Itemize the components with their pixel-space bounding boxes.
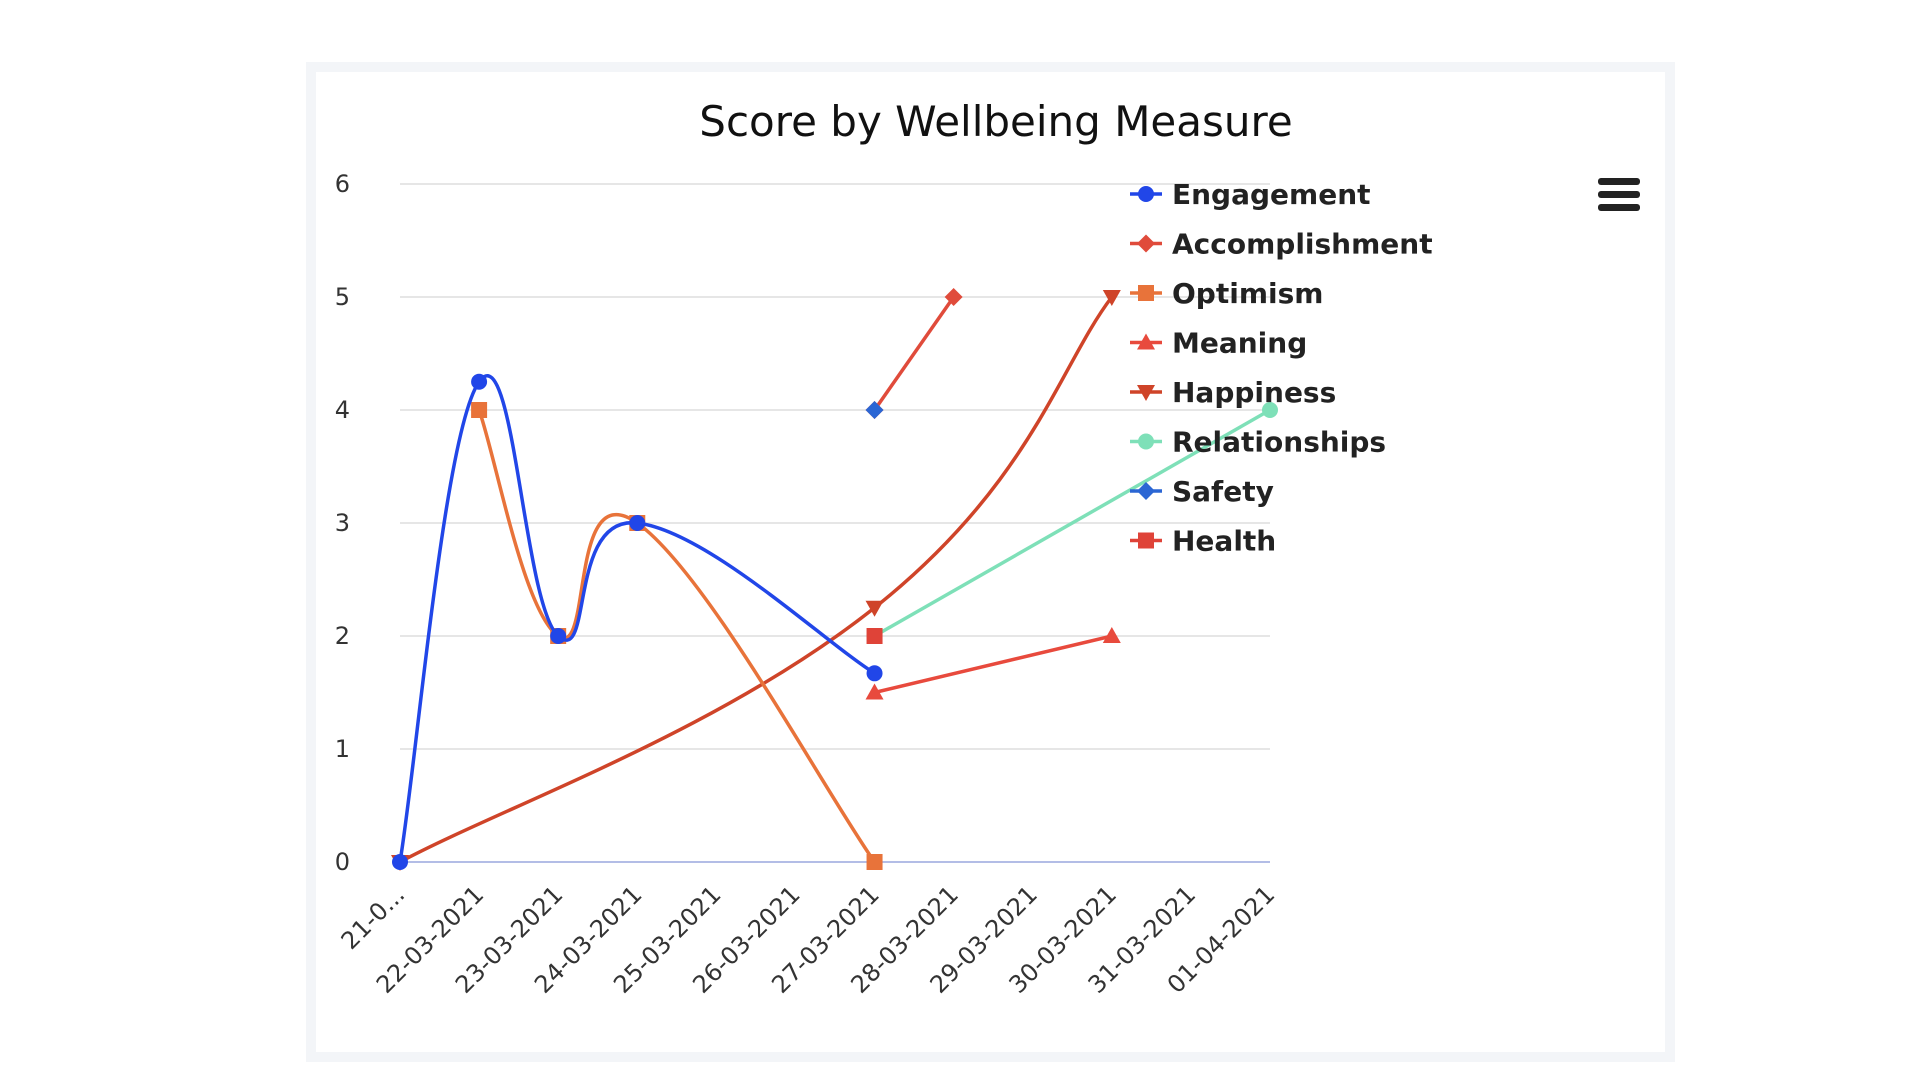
y-tick-label: 2 xyxy=(335,622,350,650)
legend-label: Optimism xyxy=(1172,277,1323,310)
point-engagement[interactable] xyxy=(629,515,646,531)
chart-frame: Score by Wellbeing Measure 0 1 2 3 4 5 6 21-0.… xyxy=(306,62,1675,1062)
legend-marker-safety[interactable] xyxy=(1137,482,1155,500)
point-meaning[interactable] xyxy=(865,683,884,700)
legend-item-accomplishment[interactable]: Accomplishment xyxy=(1130,228,1433,261)
legend-item-meaning[interactable]: Meaning xyxy=(1130,327,1307,360)
series-happiness xyxy=(391,290,1121,871)
legend-item-safety[interactable]: Safety xyxy=(1130,475,1274,508)
y-axis-ticks: 0 1 2 3 4 5 6 xyxy=(335,170,350,876)
point-accomplishment[interactable] xyxy=(944,288,963,306)
legend-label: Accomplishment xyxy=(1172,228,1433,261)
series-line-accomplishment[interactable] xyxy=(873,295,956,412)
legend-label: Health xyxy=(1172,525,1276,558)
y-tick-label: 1 xyxy=(335,735,350,763)
series-safety xyxy=(865,401,884,419)
point-optimism[interactable] xyxy=(471,402,488,418)
series-line-relationships[interactable] xyxy=(873,408,1271,638)
chart-title: Score by Wellbeing Measure xyxy=(699,97,1292,146)
series-line-engagement[interactable] xyxy=(398,374,876,863)
legend: Engagement Accomplishment Optimism Meaning H… xyxy=(1130,178,1433,558)
chart-menu-button[interactable] xyxy=(1598,176,1642,216)
grid-lines xyxy=(400,183,1270,863)
chart-card: Score by Wellbeing Measure 0 1 2 3 4 5 6 21-0.… xyxy=(316,72,1665,1052)
legend-label: Engagement xyxy=(1172,178,1371,211)
legend-label: Meaning xyxy=(1172,327,1307,360)
legend-item-health[interactable]: Health xyxy=(1130,525,1276,558)
x-axis-ticks: 21-0...22-03-202123-03-202124-03-202125-… xyxy=(336,880,1281,998)
point-engagement[interactable] xyxy=(866,665,883,682)
legend-label: Relationships xyxy=(1172,426,1386,459)
hamburger-menu-icon xyxy=(1598,176,1642,216)
series-line-meaning[interactable] xyxy=(874,634,1113,695)
legend-item-engagement[interactable]: Engagement xyxy=(1130,178,1371,211)
legend-marker-happiness[interactable] xyxy=(1137,385,1155,401)
y-tick-label: 3 xyxy=(335,509,350,537)
point-engagement[interactable] xyxy=(392,854,408,870)
y-tick-label: 4 xyxy=(335,396,350,424)
y-tick-label: 0 xyxy=(335,848,350,876)
x-tick-label: 21-0... xyxy=(336,880,411,955)
legend-label: Safety xyxy=(1172,475,1274,508)
legend-marker-optimism[interactable] xyxy=(1138,285,1154,301)
series-engagement xyxy=(392,373,883,870)
point-happiness[interactable] xyxy=(1102,290,1121,306)
point-optimism[interactable] xyxy=(866,854,883,870)
legend-marker-meaning[interactable] xyxy=(1137,333,1155,350)
legend-marker-accomplishment[interactable] xyxy=(1137,234,1155,253)
legend-marker-engagement[interactable] xyxy=(1138,186,1154,202)
legend-item-relationships[interactable]: Relationships xyxy=(1130,426,1386,459)
line-chart: Score by Wellbeing Measure 0 1 2 3 4 5 6 21-0.… xyxy=(335,97,1433,999)
series-line-happiness[interactable] xyxy=(399,295,1114,864)
point-engagement[interactable] xyxy=(550,628,567,644)
legend-marker-relationships[interactable] xyxy=(1138,433,1154,450)
legend-label: Happiness xyxy=(1172,376,1336,409)
series-group xyxy=(391,288,1278,871)
point-happiness[interactable] xyxy=(865,600,884,617)
series-meaning xyxy=(865,627,1121,700)
series-accomplishment xyxy=(865,288,963,419)
point-health[interactable] xyxy=(866,628,883,644)
point-engagement[interactable] xyxy=(471,373,488,390)
series-line-optimism[interactable] xyxy=(477,409,876,864)
legend-item-happiness[interactable]: Happiness xyxy=(1130,376,1336,409)
y-tick-label: 6 xyxy=(335,170,350,198)
point-relationships[interactable] xyxy=(1262,402,1278,418)
legend-marker-health[interactable] xyxy=(1138,532,1154,549)
y-tick-label: 5 xyxy=(335,283,350,311)
point-safety[interactable] xyxy=(865,401,884,419)
series-health xyxy=(866,628,883,644)
legend-item-optimism[interactable]: Optimism xyxy=(1130,277,1323,310)
point-meaning[interactable] xyxy=(1102,627,1121,643)
